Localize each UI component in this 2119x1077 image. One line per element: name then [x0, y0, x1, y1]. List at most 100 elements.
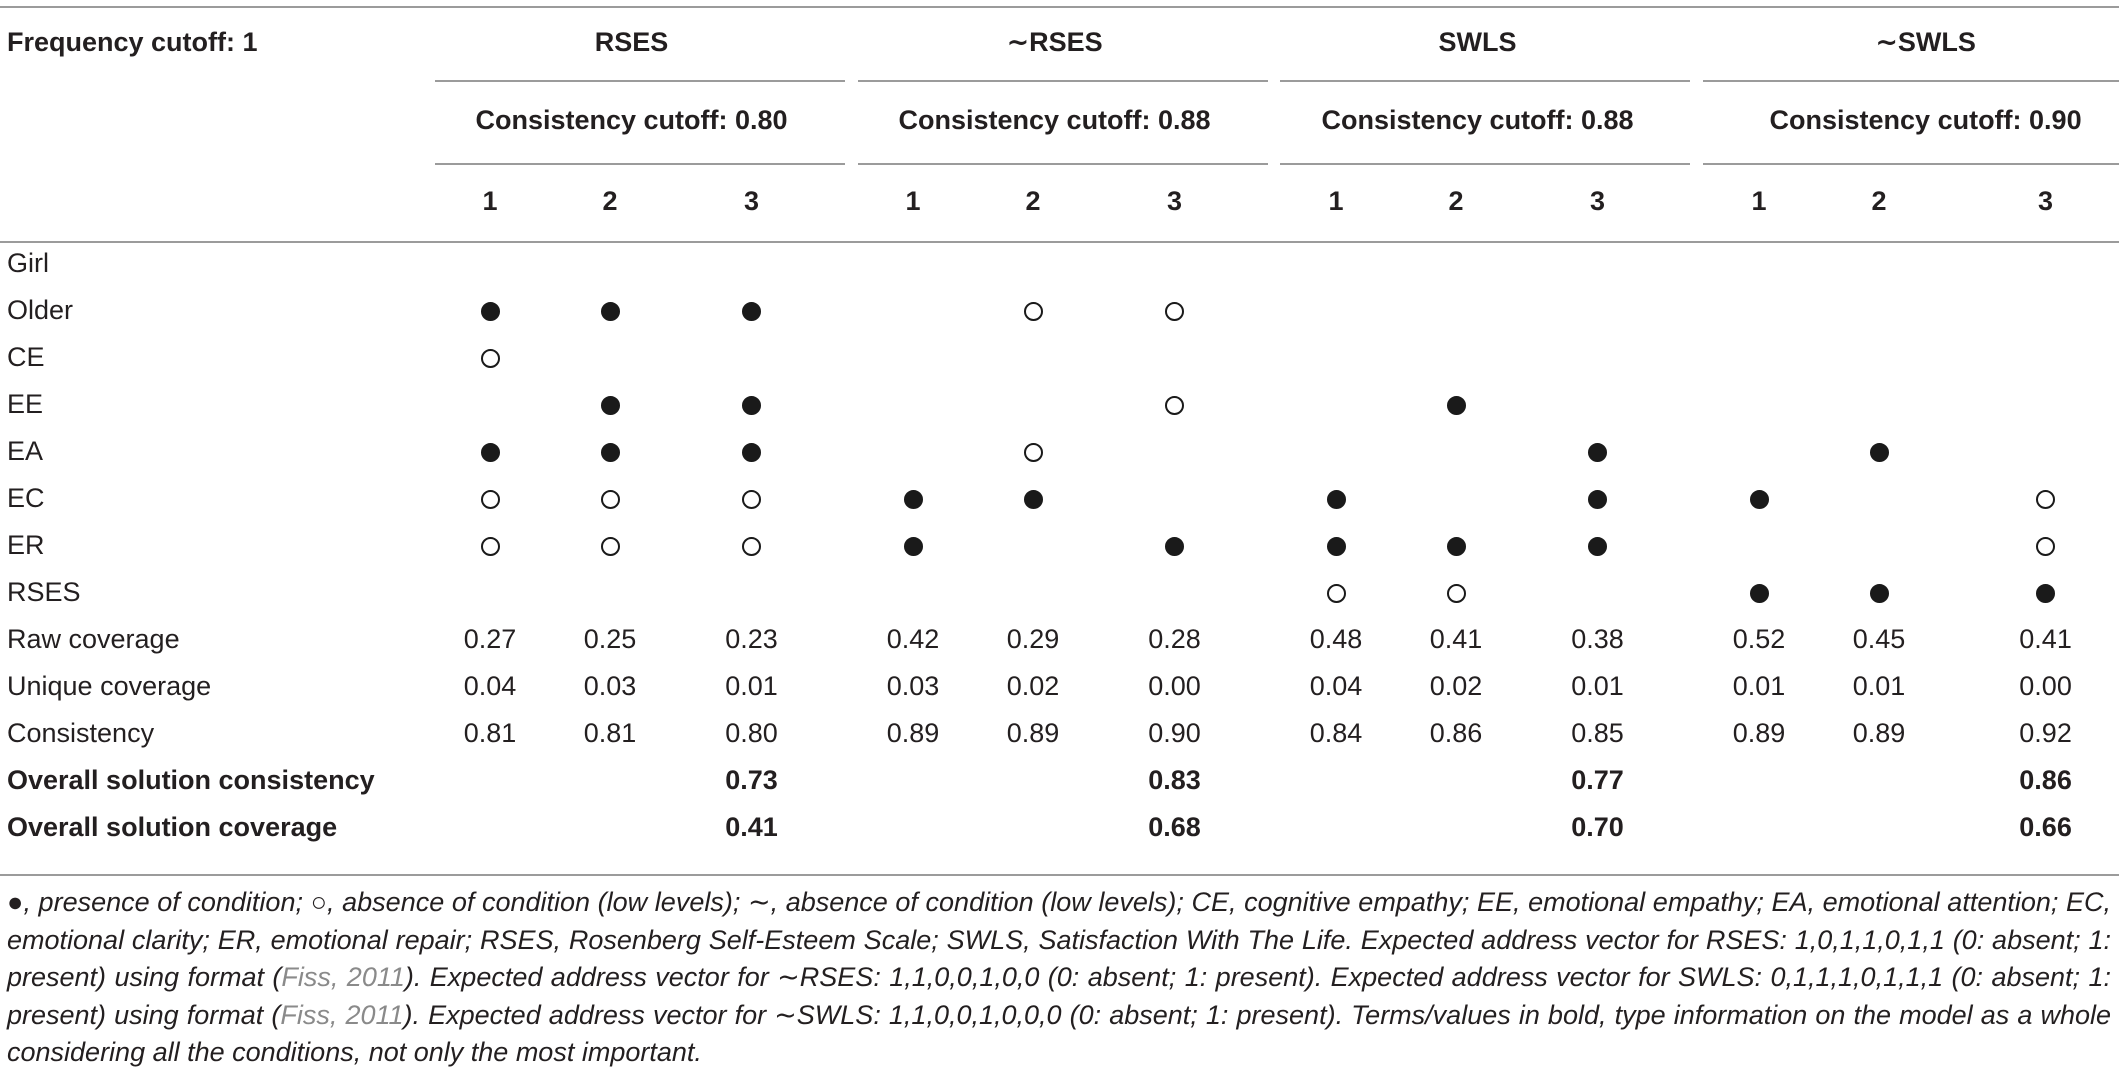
statistic-value: 0.86 — [1429, 718, 1483, 748]
presence-dot-icon — [600, 396, 620, 416]
empty-cell — [843, 240, 983, 287]
citation-link-fiss-2011-second[interactable]: Fiss, 2011 — [280, 999, 404, 1030]
empty-cell — [1506, 569, 1689, 616]
solution-number-header: 3 — [1167, 185, 1183, 216]
empty-cell — [1266, 334, 1406, 381]
statistic-value: 0.38 — [1571, 624, 1624, 654]
empty-cell — [1689, 381, 1829, 428]
empty-cell — [983, 569, 1083, 616]
presence-dot-icon — [1588, 537, 1608, 557]
condition-mark-cell — [420, 334, 560, 381]
presence-dot-icon — [1749, 490, 1769, 510]
absence-circle-icon — [742, 537, 762, 557]
rses-header-underline — [435, 80, 845, 82]
absence-circle-icon — [2036, 490, 2056, 510]
absence-circle-icon — [1326, 584, 1346, 604]
condition-mark-cell — [1929, 569, 2119, 616]
rses-cutoff-underline — [435, 163, 845, 165]
empty-cell — [983, 522, 1083, 569]
outcome-header-rses: RSES — [594, 26, 669, 57]
empty-cell — [660, 569, 843, 616]
citation-link-fiss-2011[interactable]: Fiss, 2011 — [281, 962, 405, 992]
empty-cell — [1929, 287, 2119, 334]
presence-dot-icon — [1869, 584, 1889, 604]
empty-cell — [1689, 428, 1829, 475]
presence-dot-icon — [1023, 490, 1043, 510]
absence-circle-icon — [1165, 396, 1185, 416]
condition-label: EE — [7, 389, 44, 419]
condition-mark-cell — [983, 475, 1083, 522]
empty-cell — [420, 240, 560, 287]
condition-mark-cell — [983, 428, 1083, 475]
condition-mark-cell — [420, 522, 560, 569]
condition-mark-cell — [1083, 381, 1266, 428]
statistic-value: 0.80 — [725, 718, 778, 748]
statistic-value: 0.28 — [1148, 624, 1201, 654]
statistic-value: 0.29 — [1006, 624, 1060, 654]
not-rses-header-underline — [858, 80, 1268, 82]
statistic-value: 0.03 — [583, 671, 637, 701]
presence-dot-icon — [1165, 537, 1185, 557]
condition-row: Older — [0, 287, 2119, 334]
absence-circle-icon — [1023, 302, 1043, 322]
presence-dot-icon — [1588, 443, 1608, 463]
condition-mark-cell — [420, 475, 560, 522]
statistic-value: 0.01 — [725, 671, 778, 701]
empty-cell — [1406, 428, 1506, 475]
presence-dot-icon — [903, 537, 923, 557]
presence-dot-icon — [480, 302, 500, 322]
presence-dot-icon — [903, 490, 923, 510]
overall-row: Overall solution consistency 0.73 0.83 0.77… — [0, 757, 2119, 804]
empty-cell — [1689, 287, 1829, 334]
statistic-value: 0.27 — [463, 624, 517, 654]
condition-label: RSES — [7, 577, 81, 607]
not-swls-cutoff-underline — [1703, 163, 2119, 165]
empty-cell — [560, 334, 660, 381]
empty-cell — [1929, 334, 2119, 381]
presence-dot-icon — [1446, 396, 1466, 416]
presence-dot-icon — [1749, 584, 1769, 604]
absence-circle-icon — [742, 490, 762, 510]
empty-cell — [1689, 522, 1829, 569]
empty-cell — [983, 334, 1083, 381]
condition-label: EA — [7, 436, 44, 466]
frequency-cutoff-label: Frequency cutoff: 1 — [7, 26, 258, 57]
empty-cell — [843, 569, 983, 616]
absence-circle-icon — [1165, 302, 1185, 322]
absence-circle-icon — [1023, 443, 1043, 463]
empty-cell — [560, 240, 660, 287]
condition-row: RSES — [0, 569, 2119, 616]
not-swls-header-underline — [1703, 80, 2119, 82]
statistic-row: Consistency 0.81 0.81 0.80 0.89 0.89 0.90 0.84 0… — [0, 710, 2119, 757]
table-footnote: ●, presence of condition; ○, absence of … — [7, 884, 2111, 1072]
empty-cell — [1266, 240, 1406, 287]
statistic-value: 0.89 — [1732, 718, 1786, 748]
condition-mark-cell — [560, 381, 660, 428]
swls-cutoff-underline — [1280, 163, 1690, 165]
qca-results-table: Frequency cutoff: 1 RSES ∼RSES SWLS ∼SWL… — [0, 6, 2119, 851]
condition-mark-cell — [560, 475, 660, 522]
statistic-value: 0.23 — [725, 624, 778, 654]
empty-cell — [420, 381, 560, 428]
condition-mark-cell — [1406, 522, 1506, 569]
condition-mark-cell — [1406, 381, 1506, 428]
statistic-value: 0.01 — [1852, 671, 1906, 701]
statistic-value: 0.81 — [463, 718, 517, 748]
statistic-value: 0.89 — [1852, 718, 1906, 748]
absence-circle-icon — [600, 537, 620, 557]
statistic-value: 0.03 — [886, 671, 940, 701]
statistic-value: 0.00 — [2019, 671, 2072, 701]
absence-symbol: ○ — [310, 887, 328, 917]
overall-value: 0.73 — [725, 765, 778, 795]
condition-mark-cell — [1406, 569, 1506, 616]
overall-value: 0.83 — [1148, 765, 1201, 795]
overall-value: 0.41 — [725, 812, 778, 842]
presence-dot-icon — [1446, 537, 1466, 557]
presence-dot-icon — [1326, 537, 1346, 557]
statistic-value: 0.01 — [1732, 671, 1786, 701]
table-bottom-rule — [0, 874, 2119, 876]
empty-cell — [1829, 522, 1929, 569]
empty-cell — [1083, 569, 1266, 616]
empty-cell — [1506, 240, 1689, 287]
condition-label: Older — [7, 295, 74, 325]
